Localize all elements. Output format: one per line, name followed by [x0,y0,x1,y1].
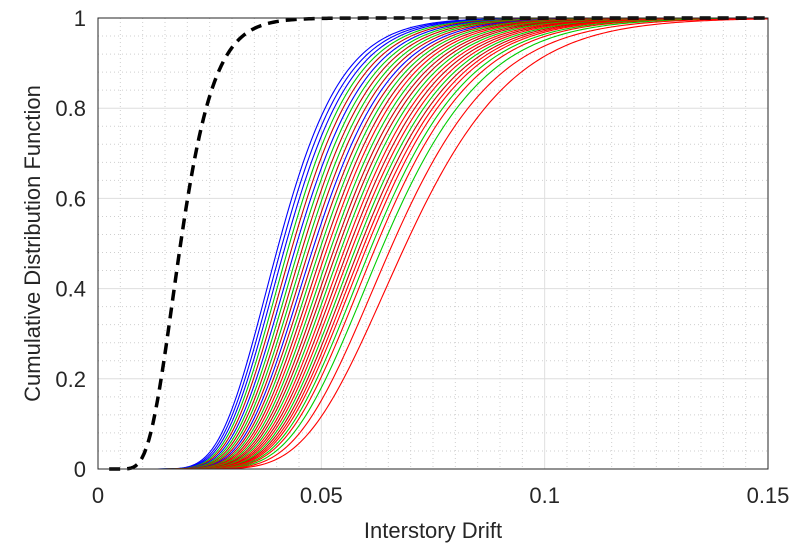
y-axis-label: Cumulative Distribution Function [20,85,45,402]
x-tick-label: 0 [92,483,104,508]
tick-labels: 0 0.05 0.1 0.15 0 0.2 0.4 0.6 0.8 1 [55,6,789,508]
x-tick-label: 0.1 [529,483,560,508]
y-tick-label: 1 [74,6,86,31]
x-tick-label: 0.05 [300,483,343,508]
y-tick-label: 0.8 [55,96,86,121]
x-tick-label: 0.15 [747,483,790,508]
y-tick-label: 0.6 [55,186,86,211]
y-tick-label: 0 [74,457,86,482]
y-tick-label: 0.4 [55,277,86,302]
x-axis-label: Interstory Drift [364,518,502,543]
plot-frame [97,17,769,470]
y-tick-label: 0.2 [55,367,86,392]
